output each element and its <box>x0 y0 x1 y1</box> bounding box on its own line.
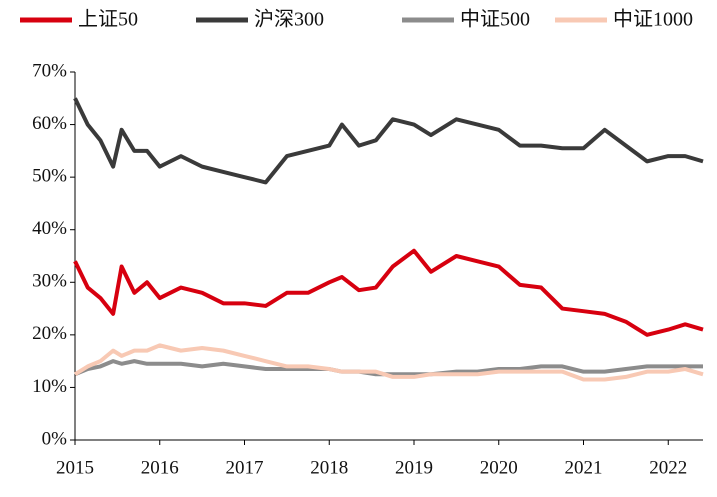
x-tick-label: 2018 <box>310 457 348 478</box>
legend: 上证50 沪深300 中证500 中证1000 <box>20 8 693 31</box>
y-tick-label: 50% <box>32 166 67 187</box>
y-tick-label: 10% <box>32 376 67 397</box>
legend-label: 沪深300 <box>254 8 324 31</box>
y-tick-label: 30% <box>32 271 67 292</box>
x-tick-label: 2022 <box>649 457 687 478</box>
series-line <box>73 248 704 337</box>
y-tick-label: 20% <box>32 323 67 344</box>
y-tick-label: 40% <box>32 218 67 239</box>
y-tick-label: 70% <box>32 60 67 81</box>
series-line <box>73 343 704 382</box>
legend-label: 中证500 <box>460 8 530 31</box>
x-tick-label: 2015 <box>56 457 94 478</box>
x-tick-label: 2020 <box>480 457 518 478</box>
y-tick-label: 60% <box>32 113 67 134</box>
x-tick-label: 2021 <box>565 457 603 478</box>
legend-label: 中证1000 <box>613 8 693 31</box>
x-tick-label: 2017 <box>226 457 264 478</box>
legend-label: 上证50 <box>78 8 138 31</box>
x-tick-label: 2016 <box>141 457 179 478</box>
x-tick-label: 2019 <box>395 457 433 478</box>
series-line <box>73 97 704 185</box>
series-line <box>74 359 703 377</box>
y-tick-label: 0% <box>42 428 68 449</box>
